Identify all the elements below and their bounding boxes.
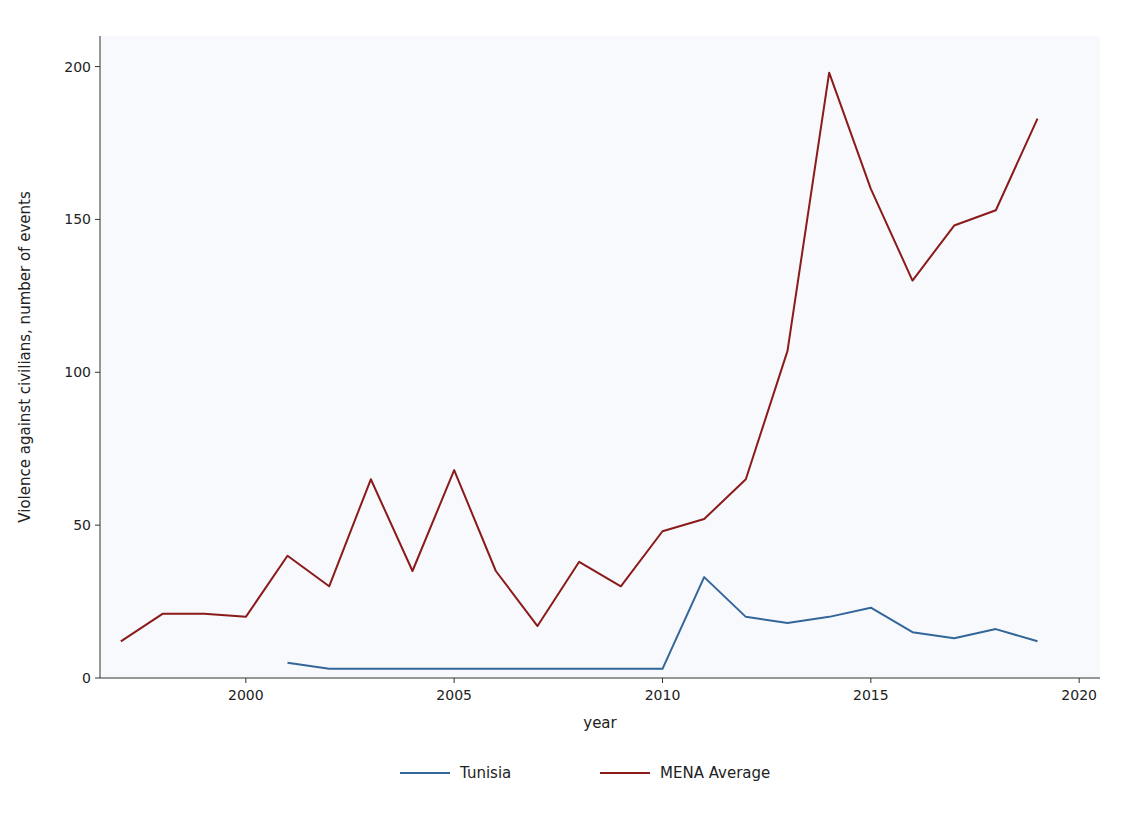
y-tick [95,219,100,220]
y-tick [95,525,100,526]
x-tick [1079,678,1080,683]
legend-swatch [600,772,650,774]
chart: 2000 2005 2010 2015 2020 0 50 100 150 200 year Viol… [0,0,1140,828]
plot-area [100,36,1100,678]
x-tick-label: 2005 [436,687,472,703]
x-tick-label: 2000 [228,687,264,703]
y-axis [100,36,101,678]
y-tick [95,372,100,373]
y-tick-label: 0 [82,670,91,686]
y-axis-label: Violence against civilians, number of ev… [16,191,34,523]
x-axis-label: year [583,714,617,732]
series-line [121,73,1038,642]
series-line [288,577,1038,669]
legend-swatch [400,772,450,774]
x-tick [662,678,663,683]
series-group [121,73,1038,669]
y-tick-label: 150 [64,211,91,227]
y-tick-label: 200 [64,59,91,75]
y-tick-label: 50 [73,517,91,533]
legend-label: Tunisia [459,764,511,782]
x-tick [454,678,455,683]
y-tick-label: 100 [64,364,91,380]
x-tick-label: 2010 [645,687,681,703]
x-axis [100,678,1100,679]
x-tick-label: 2015 [853,687,889,703]
x-tick [245,678,246,683]
x-tick [870,678,871,683]
legend-label: MENA Average [660,764,770,782]
y-tick [95,66,100,67]
y-tick [95,678,100,679]
x-tick-label: 2020 [1061,687,1097,703]
